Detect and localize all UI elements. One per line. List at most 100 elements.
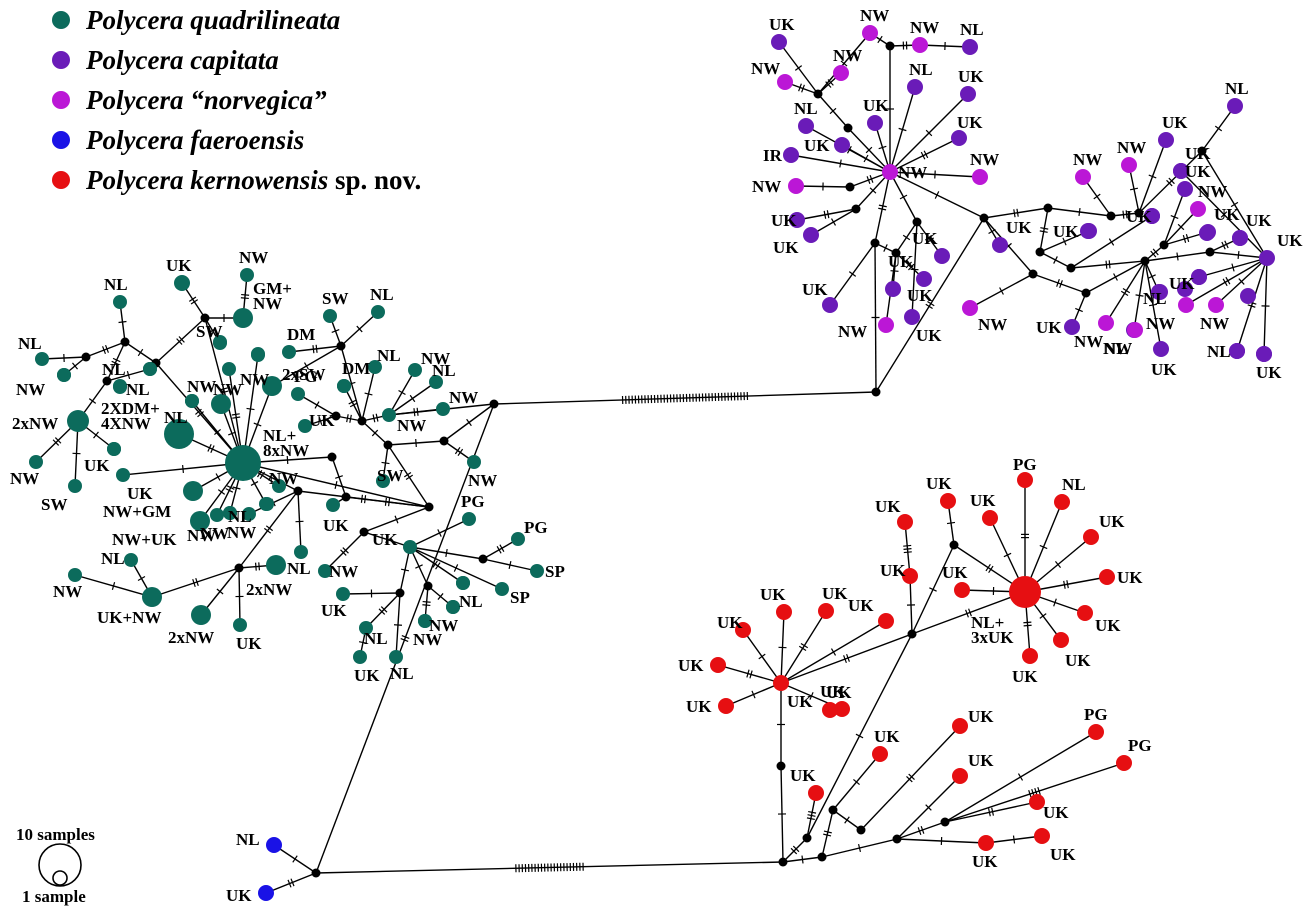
median-vector xyxy=(828,805,838,815)
haplotype-node xyxy=(952,768,968,784)
haplotype-label: NW xyxy=(468,471,497,490)
mutation-tick xyxy=(126,370,131,380)
haplotype-node xyxy=(353,650,367,664)
mutation-tick xyxy=(384,497,387,506)
haplotype-node xyxy=(1173,163,1189,179)
mutation-tick xyxy=(216,588,224,595)
haplotype-node xyxy=(916,271,932,287)
mutation-tick xyxy=(1225,276,1231,285)
legend-item-faeroensis: Polycera faeroensis xyxy=(52,125,304,155)
haplotype-node xyxy=(183,481,203,501)
haplotype-label: PG xyxy=(524,518,548,537)
haplotype-node xyxy=(222,362,236,376)
haplotype-label: NL xyxy=(459,592,483,611)
edge xyxy=(85,341,126,358)
median-vector xyxy=(1035,247,1045,257)
mutation-tick xyxy=(844,816,850,824)
haplotype-node xyxy=(710,657,726,673)
mutation-tick xyxy=(457,448,464,457)
haplotype-node xyxy=(788,178,804,194)
haplotype-label: UK xyxy=(958,67,984,86)
haplotype-node xyxy=(462,512,476,526)
mutation-tick xyxy=(807,814,816,817)
mutation-tick xyxy=(1013,209,1016,218)
haplotype-node xyxy=(67,410,89,432)
haplotype-label: NW xyxy=(187,526,216,545)
haplotype-label: NL xyxy=(1104,339,1128,358)
mutation-tick xyxy=(1150,250,1157,258)
mutation-tick xyxy=(1053,256,1058,264)
mutation-tick xyxy=(905,261,912,269)
mutation-tick xyxy=(826,210,830,219)
mutation-tick xyxy=(215,473,221,481)
median-vector xyxy=(892,834,902,844)
mutation-tick xyxy=(1152,248,1159,256)
mutation-tick xyxy=(93,431,99,439)
haplotype-label: NW xyxy=(833,46,862,65)
haplotype-node xyxy=(233,308,253,328)
mutation-tick xyxy=(823,210,827,219)
edge xyxy=(155,317,206,364)
haplotype-label: UK xyxy=(354,666,380,685)
haplotype-label: UK xyxy=(760,585,786,604)
median-vector xyxy=(912,217,922,227)
haplotype-label: SW xyxy=(322,289,348,308)
haplotype-node xyxy=(456,576,470,590)
haplotype-node xyxy=(408,363,422,377)
mutation-tick xyxy=(217,489,226,495)
mutation-tick xyxy=(207,443,212,452)
mutation-tick xyxy=(1017,773,1024,781)
haplotype-node xyxy=(368,360,382,374)
edge xyxy=(1039,207,1049,253)
mutation-tick xyxy=(403,471,412,478)
haplotype-node xyxy=(124,553,138,567)
mutation-tick xyxy=(210,445,215,454)
mutation-tick xyxy=(340,549,347,556)
haplotype-node xyxy=(337,379,351,393)
mutation-tick xyxy=(825,81,832,88)
median-vector xyxy=(1066,263,1076,273)
mutation-tick xyxy=(228,431,236,436)
mutation-tick xyxy=(1122,210,1125,219)
haplotype-node xyxy=(240,268,254,282)
mutation-tick xyxy=(137,576,146,581)
haplotype-label: NL xyxy=(370,285,394,304)
haplotype-node xyxy=(834,137,850,153)
mutation-tick xyxy=(1166,179,1173,187)
haplotype-label: UK xyxy=(972,852,998,871)
mutation-tick xyxy=(454,446,461,455)
median-vector xyxy=(1043,203,1053,213)
haplotype-node xyxy=(143,362,157,376)
edge xyxy=(983,207,1049,219)
mutation-tick xyxy=(1078,207,1081,217)
edge xyxy=(493,391,877,405)
mutation-tick xyxy=(401,635,410,639)
mutation-tick xyxy=(749,670,753,679)
mutation-tick xyxy=(988,808,991,817)
legend-label: Polycera faeroensis xyxy=(85,125,304,155)
edge xyxy=(1070,260,1146,269)
mutation-tick xyxy=(231,413,240,416)
haplotype-label: UK xyxy=(916,326,942,345)
haplotype-label: UK xyxy=(820,682,846,701)
haplotype-node xyxy=(1178,297,1194,313)
mutation-tick xyxy=(800,643,809,649)
mutation-tick xyxy=(1108,260,1111,269)
haplotype-label: UK xyxy=(678,656,704,675)
mutation-tick xyxy=(923,150,929,159)
haplotype-label: NW xyxy=(187,377,216,396)
haplotype-label: UK xyxy=(1043,803,1069,822)
haplotype-label: SP xyxy=(510,588,530,607)
haplotype-label: NL xyxy=(164,408,188,427)
mutation-tick xyxy=(898,127,907,132)
mutation-tick xyxy=(906,775,913,783)
edge xyxy=(288,345,342,353)
haplotype-node xyxy=(962,300,978,316)
haplotype-node xyxy=(783,147,799,163)
haplotype-label: NL+ 3xUK xyxy=(971,613,1014,647)
haplotype-node xyxy=(29,455,43,469)
median-vector xyxy=(907,629,917,639)
haplotype-node xyxy=(1054,494,1070,510)
haplotype-node xyxy=(1144,208,1160,224)
haplotype-label: IR xyxy=(763,146,783,165)
